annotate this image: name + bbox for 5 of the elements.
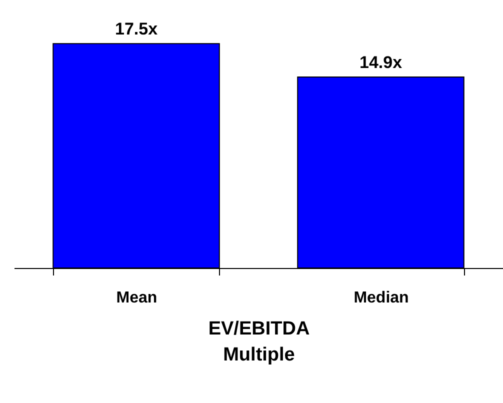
- x-tick-label: Mean: [116, 290, 158, 306]
- data-label: 14.9x: [359, 52, 403, 72]
- x-tick-label: Median: [354, 290, 409, 306]
- x-axis-title: EV/EBITDA Multiple: [208, 318, 310, 366]
- data-label: 17.5x: [114, 20, 158, 39]
